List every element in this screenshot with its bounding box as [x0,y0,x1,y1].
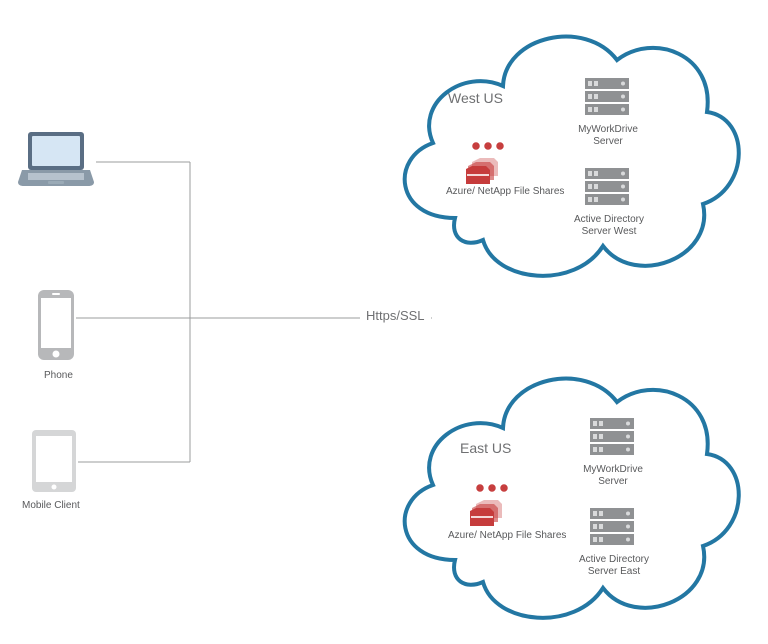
server-icon-west-1 [585,78,629,118]
diagram-stage: Https/SSL Phone Mobile Client West US [0,0,768,644]
cloud-east-title: East US [460,440,511,456]
cloud-west [385,8,745,298]
phone-icon [38,290,74,360]
server-label-east-2: Active Directory Server East [576,554,652,578]
phone-label: Phone [44,370,73,382]
tablet-label: Mobile Client [22,500,80,512]
laptop-icon [18,130,94,188]
tablet-icon [32,430,76,492]
server-icon-east-1 [590,418,634,458]
connection-label: Https/SSL [360,308,431,323]
cloud-west-title: West US [448,90,503,106]
server-icon-west-2 [585,168,629,208]
server-label-west-1: MyWorkDrive Server [576,124,640,148]
cloud-east [385,350,745,640]
files-icon-west [466,140,516,184]
files-label-west: Azure/ NetApp File Shares [446,186,566,198]
server-icon-east-2 [590,508,634,548]
files-label-east: Azure/ NetApp File Shares [448,530,568,542]
server-label-west-2: Active Directory Server West [571,214,647,238]
server-label-east-1: MyWorkDrive Server [581,464,645,488]
files-icon-east [470,482,520,526]
